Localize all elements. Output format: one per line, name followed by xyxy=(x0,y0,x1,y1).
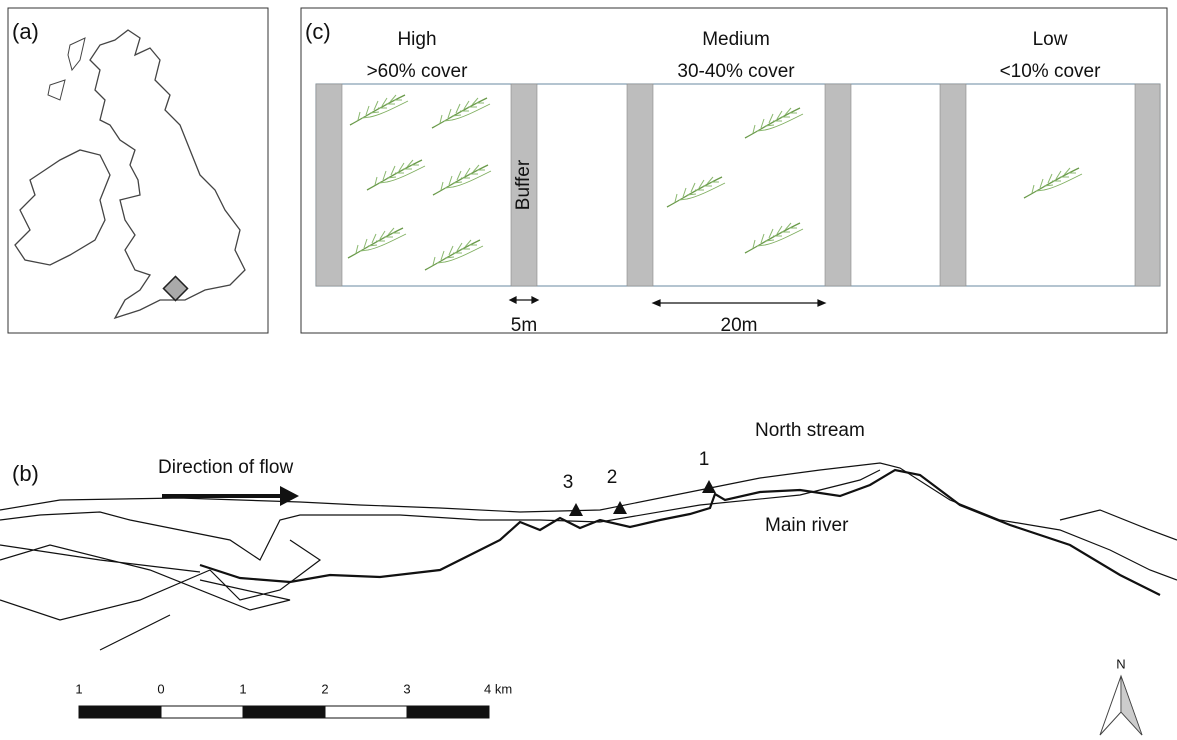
river-label: Main river xyxy=(765,515,849,536)
site-label: 1 xyxy=(699,449,710,470)
scale-label: 2 xyxy=(321,681,328,696)
north-arrow-half xyxy=(1120,675,1143,736)
site-markers xyxy=(569,480,716,516)
plot-name: Medium xyxy=(702,29,770,50)
panel-label: (a) xyxy=(12,19,39,44)
scale-label: 1 xyxy=(239,681,246,696)
river-network xyxy=(0,462,1177,651)
scale-label: 3 xyxy=(403,681,410,696)
scale-label: 1 xyxy=(75,681,82,696)
panel-label: (c) xyxy=(305,19,331,44)
plot-cover: 30-40% cover xyxy=(677,61,795,82)
buffer-width: 5m xyxy=(511,315,537,336)
plot-name: High xyxy=(397,29,436,50)
scale-label: 4 km xyxy=(484,681,512,696)
ireland-outline xyxy=(14,149,111,266)
north-label: N xyxy=(1116,656,1125,671)
panel-label: (b) xyxy=(12,461,39,486)
flow-arrowhead xyxy=(280,486,299,506)
scale-bar xyxy=(78,705,490,719)
dimension-arrows xyxy=(508,296,827,307)
flow-label: Direction of flow xyxy=(158,457,293,478)
site-label: 3 xyxy=(563,472,574,493)
plot-name: Low xyxy=(1033,29,1068,50)
britain-outline xyxy=(89,29,246,320)
plot-cover: >60% cover xyxy=(367,61,469,82)
buffers xyxy=(315,83,1161,287)
plot-length: 20m xyxy=(721,315,758,336)
stream-label: North stream xyxy=(755,420,865,441)
scale-label: 0 xyxy=(157,681,164,696)
buffer-label: Buffer xyxy=(513,159,534,210)
site-label: 2 xyxy=(607,467,618,488)
study-site-marker xyxy=(162,275,189,302)
plot-cover: <10% cover xyxy=(1000,61,1102,82)
islands xyxy=(47,37,86,101)
